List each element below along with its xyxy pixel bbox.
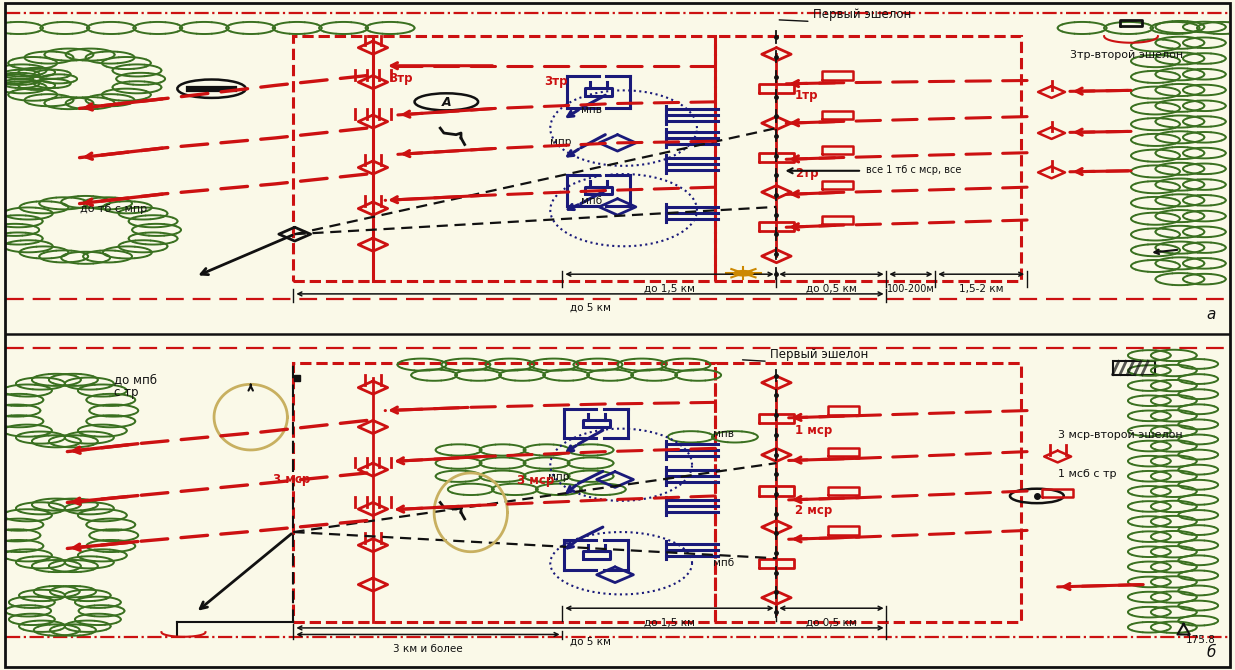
Text: 100-200м: 100-200м [887,284,935,294]
Text: 1тр: 1тр [795,88,819,102]
Text: мпр: мпр [548,472,569,482]
Text: 175.8: 175.8 [1186,635,1216,645]
Text: б: б [1207,645,1216,660]
Text: 3тр: 3тр [389,72,412,85]
Text: мпб: мпб [713,557,734,567]
Text: до 0,5 км: до 0,5 км [806,618,857,628]
Text: 2тр: 2тр [795,168,819,180]
Text: 3 мср: 3 мср [273,473,310,486]
Text: Первый эшелон: Первый эшелон [813,8,911,21]
Text: до 0,5 км: до 0,5 км [806,284,857,294]
Text: 3тр: 3тр [545,76,568,88]
Text: мпв: мпв [580,105,601,115]
Text: до мпб: до мпб [114,373,157,386]
Text: до 5 км: до 5 км [569,637,610,647]
Text: до 1,5 км: до 1,5 км [643,284,695,294]
Text: A: A [442,96,451,109]
Text: 2 мср: 2 мср [795,504,832,517]
Text: все 1 тб с мср, все: все 1 тб с мср, все [866,165,961,175]
Text: 1,5-2 км: 1,5-2 км [960,284,1004,294]
Text: 1 мср: 1 мср [795,423,832,437]
Text: 1 мсб с тр: 1 мсб с тр [1057,469,1116,479]
Text: мпб: мпб [580,196,601,206]
Bar [1113,360,1156,375]
Text: мпв: мпв [713,429,734,439]
Text: Первый эшелон: Первый эшелон [771,348,868,361]
Circle shape [734,271,753,276]
Text: мпр: мпр [551,137,572,147]
Text: 3 мср-второй эшелон: 3 мср-второй эшелон [1057,431,1182,440]
Text: до тб с мпр: до тб с мпр [79,204,147,214]
Text: а: а [1207,306,1216,322]
Text: до 1,5 км: до 1,5 км [643,618,695,628]
Text: 3 мср: 3 мср [517,474,555,488]
Text: 3тр-второй эшелон: 3тр-второй эшелон [1070,50,1183,60]
Text: с тр: с тр [114,387,138,399]
Text: до 5 км: до 5 км [569,303,610,313]
Text: 3 км и более: 3 км и более [393,644,463,654]
